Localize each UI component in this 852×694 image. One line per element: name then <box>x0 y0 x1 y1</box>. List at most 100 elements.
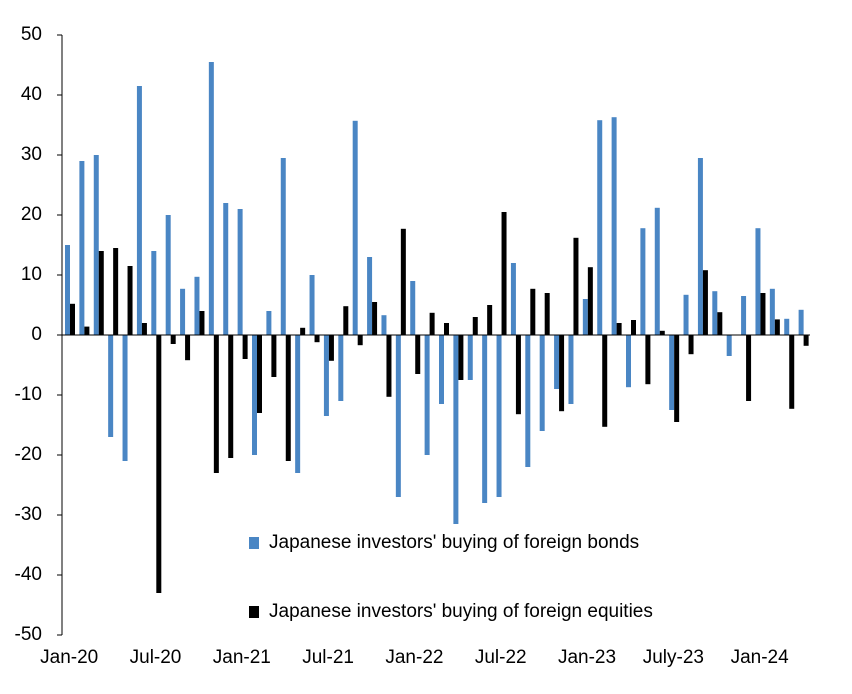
bar <box>410 281 416 335</box>
y-tick-label: 40 <box>21 84 42 105</box>
bar <box>429 312 435 335</box>
bar <box>741 296 747 335</box>
bar <box>352 120 358 335</box>
bar <box>654 207 660 335</box>
bar <box>669 335 675 410</box>
bar <box>515 335 521 415</box>
bar <box>702 270 708 335</box>
bar <box>213 335 219 473</box>
bar <box>194 276 200 335</box>
bar <box>568 335 574 404</box>
bar <box>208 62 214 335</box>
bar <box>760 293 766 335</box>
bar <box>237 209 243 335</box>
bar <box>554 335 560 389</box>
x-tick-label: Jul-22 <box>475 647 527 668</box>
bar <box>587 267 593 335</box>
bar <box>395 335 401 497</box>
bar <box>683 294 689 335</box>
bar <box>439 335 444 404</box>
bar <box>156 335 162 593</box>
y-tick-label: -10 <box>15 384 42 405</box>
y-tick-label: -20 <box>15 444 42 465</box>
bar <box>372 302 378 335</box>
x-tick-label: Jan-22 <box>385 647 443 668</box>
bar <box>386 335 392 397</box>
bar <box>688 335 694 355</box>
x-tick-label: Jan-24 <box>731 647 790 668</box>
bar <box>252 335 257 455</box>
bar <box>343 306 349 335</box>
legend-label: Japanese investors' buying of foreign bo… <box>269 532 639 553</box>
bar <box>185 335 191 361</box>
bar <box>141 323 147 335</box>
bar <box>467 335 473 380</box>
x-tick-label: Jul-20 <box>130 647 182 668</box>
bar <box>108 335 114 437</box>
bar <box>323 335 329 416</box>
bar <box>367 257 373 335</box>
bar <box>328 335 334 361</box>
x-tick-label: Jan-21 <box>213 647 271 668</box>
bar <box>266 311 272 335</box>
bar <box>717 312 723 335</box>
bar <box>487 305 493 335</box>
bar <box>79 161 85 335</box>
bar <box>597 120 603 335</box>
bar <box>170 335 176 344</box>
bar <box>798 309 804 335</box>
bar <box>122 335 128 461</box>
bar <box>789 335 795 409</box>
bar <box>400 228 406 335</box>
y-tick-label: 0 <box>31 324 42 345</box>
bar <box>482 335 488 503</box>
bar <box>501 212 507 335</box>
bar <box>257 335 262 413</box>
legend-label: Japanese investors' buying of foreign eq… <box>269 601 653 622</box>
bar <box>573 237 579 335</box>
bar <box>285 335 291 461</box>
bar <box>280 158 286 335</box>
bar <box>582 299 588 335</box>
bar <box>659 330 665 335</box>
bar <box>93 155 99 335</box>
bar <box>314 335 320 343</box>
x-tick-label: July-23 <box>643 647 704 668</box>
bar <box>223 203 229 335</box>
legend-swatch <box>249 537 259 549</box>
bar <box>712 291 718 335</box>
bar <box>755 228 761 335</box>
bar <box>472 317 478 335</box>
y-tick-label: 10 <box>21 264 42 285</box>
y-tick-label: 50 <box>21 24 42 45</box>
bar <box>674 335 680 422</box>
bar <box>769 288 775 335</box>
legend-swatch <box>249 606 259 618</box>
y-tick-label: -40 <box>15 564 42 585</box>
bar <box>357 335 363 346</box>
bar <box>338 335 344 401</box>
bar <box>165 215 171 335</box>
bar <box>510 263 516 335</box>
bar <box>697 158 703 335</box>
y-tick-label: 30 <box>21 144 42 165</box>
bar <box>784 318 790 335</box>
bar <box>645 335 651 385</box>
bar <box>228 335 234 458</box>
bar <box>309 275 315 335</box>
bar <box>199 311 205 335</box>
bar <box>525 335 531 467</box>
bar <box>415 335 421 374</box>
bar <box>496 335 502 497</box>
bar <box>458 335 464 380</box>
y-tick-label: 20 <box>21 204 42 225</box>
bar <box>626 335 631 388</box>
bar <box>544 293 550 335</box>
bar <box>559 335 565 412</box>
bar <box>136 86 142 335</box>
bar <box>381 315 387 335</box>
bar <box>127 266 133 335</box>
bar <box>774 319 780 335</box>
bar <box>424 335 430 455</box>
